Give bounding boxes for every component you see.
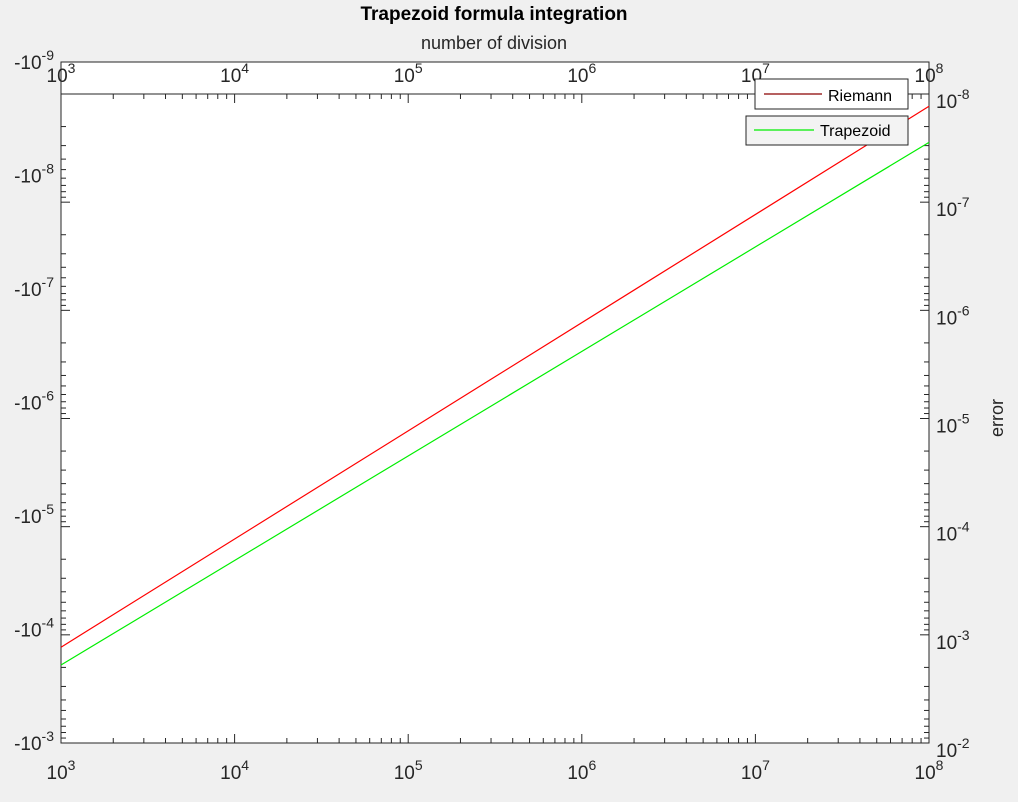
legend: Riemann Trapezoid bbox=[745, 78, 909, 146]
series-line-riemann bbox=[60, 105, 930, 648]
x-tick-label: 106 bbox=[567, 757, 596, 784]
y-left-tick-label: -10-3 bbox=[14, 728, 54, 755]
legend-item-riemann: Riemann bbox=[754, 78, 909, 110]
series-line-trapezoid bbox=[60, 141, 930, 666]
x-top-tick-label: 106 bbox=[567, 60, 596, 87]
y-right-tick-label: 10-3 bbox=[936, 627, 970, 654]
x-top-tick-label: 108 bbox=[915, 60, 944, 87]
minor-ticks bbox=[60, 93, 929, 743]
y-left-tick-label: -10-9 bbox=[14, 47, 54, 74]
x-tick-label: 107 bbox=[741, 757, 770, 784]
x-top-tick-label: 103 bbox=[47, 60, 76, 87]
legend-label-riemann: Riemann bbox=[828, 88, 892, 105]
x-axis-label: number of division bbox=[421, 33, 567, 53]
y-left-tick-labels: -10-9 -10-8 -10-7 -10-6 -10-5 -10-4 -10-3 bbox=[14, 47, 54, 755]
y-right-tick-label: 10-4 bbox=[936, 519, 970, 546]
y-left-tick-label: -10-7 bbox=[14, 274, 54, 301]
x-tick-label: 108 bbox=[915, 757, 944, 784]
legend-item-trapezoid: Trapezoid bbox=[745, 115, 909, 146]
y-axis-label: error bbox=[987, 399, 1007, 437]
y-right-tick-label: 10-5 bbox=[936, 411, 970, 438]
x-tick-label: 103 bbox=[47, 757, 76, 784]
x-tick-label: 104 bbox=[220, 757, 249, 784]
y-right-tick-label: 10-7 bbox=[936, 194, 970, 221]
y-right-tick-labels: 10-8 10-7 10-6 10-5 10-4 10-3 10-2 bbox=[936, 86, 970, 762]
x-bottom-tick-labels: 103 104 105 106 107 108 bbox=[47, 757, 944, 784]
y-right-tick-label: 10-6 bbox=[936, 302, 970, 329]
x-top-tick-labels: 103 104 105 106 107 108 bbox=[47, 60, 944, 87]
y-right-tick-label: 10-2 bbox=[936, 735, 970, 762]
x-top-tick-label: 105 bbox=[394, 60, 423, 87]
y-left-tick-label: -10-5 bbox=[14, 501, 54, 528]
y-left-tick-label: -10-6 bbox=[14, 388, 54, 415]
x-tick-label: 105 bbox=[394, 757, 423, 784]
y-left-tick-label: -10-4 bbox=[14, 615, 54, 642]
y-left-tick-label: -10-8 bbox=[14, 161, 54, 188]
chart-title: Trapezoid formula integration bbox=[360, 4, 627, 25]
plot-area bbox=[60, 93, 930, 744]
series-lines bbox=[60, 105, 930, 666]
x-top-tick-label: 104 bbox=[220, 60, 249, 87]
y-right-tick-label: 10-8 bbox=[936, 86, 970, 113]
legend-label-trapezoid: Trapezoid bbox=[820, 123, 891, 140]
